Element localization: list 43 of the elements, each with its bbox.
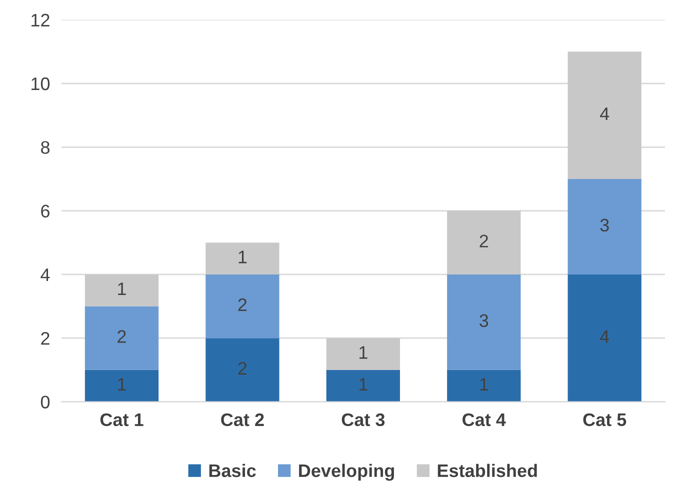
data-label: 1 (360, 378, 368, 391)
bar (206, 338, 280, 402)
bar (206, 274, 280, 338)
data-label: 1 (360, 346, 368, 359)
x-tick-label: Cat 1 (100, 413, 144, 426)
x-tick-label: Cat 2 (221, 413, 264, 426)
bar (568, 274, 642, 402)
data-label: 4 (600, 108, 610, 120)
legend-label: Established (438, 464, 537, 478)
data-label: 4 (600, 330, 610, 343)
data-label: 1 (118, 378, 126, 391)
y-tick-label: 12 (32, 14, 50, 26)
bar (84, 274, 159, 306)
bar (326, 338, 400, 370)
bar (568, 178, 642, 274)
y-tick-label: 0 (40, 396, 50, 408)
data-label: 2 (238, 362, 247, 375)
bar (568, 52, 642, 179)
bar (447, 210, 521, 274)
bar (206, 242, 280, 274)
x-tick-label: Cat 5 (583, 413, 626, 426)
bar (84, 306, 159, 370)
legend-label: Basic (209, 464, 256, 478)
data-label: 1 (118, 282, 126, 296)
x-tick-label: Cat 3 (342, 413, 385, 426)
legend-label: Developing (299, 464, 394, 481)
data-label: 2 (238, 298, 247, 311)
bar (84, 370, 159, 402)
y-tick-label: 4 (40, 268, 50, 281)
data-label: 1 (480, 378, 488, 391)
y-tick-label: 6 (41, 204, 50, 218)
data-label: 3 (600, 218, 609, 232)
bar (447, 274, 521, 370)
x-tick-label: Cat 4 (462, 413, 506, 426)
data-label: 2 (118, 330, 126, 343)
data-label: 3 (480, 314, 488, 328)
bar (447, 370, 521, 402)
y-tick-label: 8 (41, 141, 50, 154)
y-tick-label: 2 (41, 332, 50, 345)
data-label: 1 (238, 250, 247, 264)
bar (326, 370, 400, 402)
data-label: 2 (480, 234, 488, 248)
y-tick-label: 10 (32, 77, 50, 90)
